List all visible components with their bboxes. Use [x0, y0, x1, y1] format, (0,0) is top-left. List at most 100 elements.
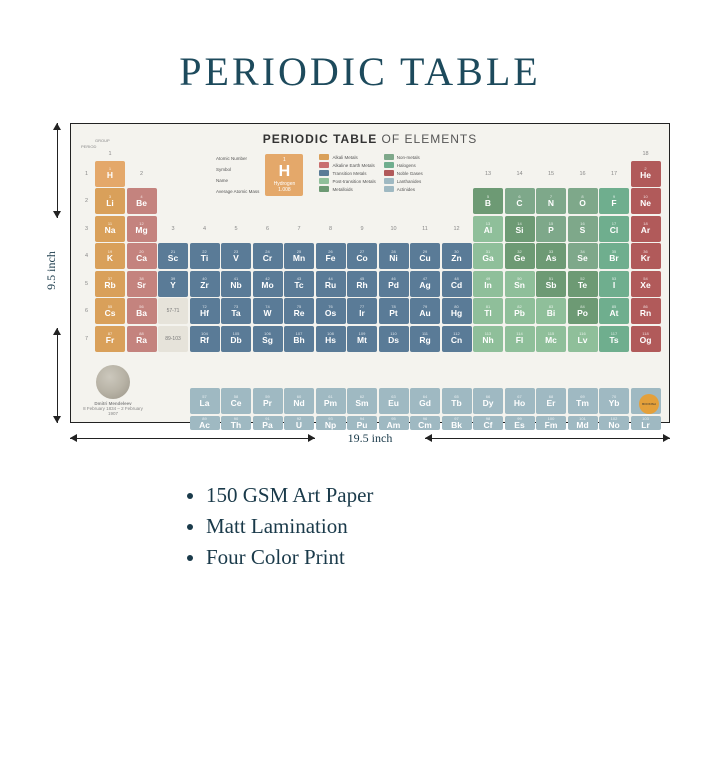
element-cell: 7N: [536, 188, 566, 214]
legend-category-label: Actinides: [397, 187, 415, 192]
element-cell: 94Pu: [347, 416, 377, 431]
element-cell: 52Te: [568, 271, 598, 297]
element-cell: 9F: [599, 188, 629, 214]
series-marker: 89-103: [158, 326, 188, 352]
element-cell: 64Gd: [410, 388, 440, 414]
element-cell: 6C: [505, 188, 535, 214]
element-cell: 111Rg: [410, 326, 440, 352]
series-marker: 57-71: [158, 298, 188, 324]
element-cell: 108Hs: [316, 326, 346, 352]
element-cell: 62Sm: [347, 388, 377, 414]
element-cell: 104Rf: [190, 326, 220, 352]
dimension-height-label: 9.5 inch: [44, 251, 59, 290]
legend-swatch: [319, 178, 329, 184]
group-axis-label: GROUP: [95, 138, 110, 143]
legend-swatch: [384, 170, 394, 176]
element-cell: 81Tl: [473, 298, 503, 324]
group-number: 1: [95, 149, 125, 159]
element-cell: 58Ce: [221, 388, 251, 414]
element-cell: 74W: [253, 298, 283, 324]
element-cell: 8O: [568, 188, 598, 214]
element-cell: 54Xe: [631, 271, 661, 297]
group-number: 15: [536, 161, 566, 187]
poster-title-bold: PERIODIC TABLE: [263, 132, 377, 146]
dimension-width-label: 19.5 inch: [70, 431, 670, 446]
group-number: 2: [127, 161, 157, 187]
legend-label: Atomic Number: [216, 156, 259, 161]
element-cell: 44Ru: [316, 271, 346, 297]
period-number: 2: [80, 188, 94, 214]
element-cell: 23V: [221, 243, 251, 269]
element-cell: 105Db: [221, 326, 251, 352]
element-cell: 82Pb: [505, 298, 535, 324]
element-cell: 70Yb: [599, 388, 629, 414]
legend-category: Post-transition Metals: [319, 178, 375, 184]
element-cell: 91Pa: [253, 416, 283, 431]
element-cell: 86Rn: [631, 298, 661, 324]
period-number: 1: [80, 161, 94, 187]
legend-label: Symbol: [216, 167, 259, 172]
element-cell: 116Lv: [568, 326, 598, 352]
element-cell: 22Ti: [190, 243, 220, 269]
legend-category-label: Halogens: [397, 163, 416, 168]
element-cell: 78Pt: [379, 298, 409, 324]
element-cell: 3Li: [95, 188, 125, 214]
portrait: Dmitri Mendeleev 8 February 1834 – 2 Feb…: [83, 365, 143, 416]
element-cell: 69Tm: [568, 388, 598, 414]
element-cell: 99Es: [505, 416, 535, 431]
element-cell: 101Md: [568, 416, 598, 431]
legend-category-label: Metalloids: [332, 187, 352, 192]
element-cell: 43Tc: [284, 271, 314, 297]
element-cell: 33As: [536, 243, 566, 269]
element-cell: 63Eu: [379, 388, 409, 414]
legend-category: Transition Metals: [319, 170, 375, 176]
group-number: 9: [347, 216, 377, 242]
element-cell: 66Dy: [473, 388, 503, 414]
element-cell: 73Ta: [221, 298, 251, 324]
element-cell: 102No: [599, 416, 629, 431]
period-axis-label: PERIOD: [81, 144, 96, 149]
legend-category: Lanthanides: [384, 178, 423, 184]
element-cell: 84Po: [568, 298, 598, 324]
element-cell: 48Cd: [442, 271, 472, 297]
legend-category: Actinides: [384, 186, 423, 192]
legend-swatch: [384, 154, 394, 160]
period-number: 7: [80, 326, 94, 352]
element-cell: 36Kr: [631, 243, 661, 269]
element-cell: 40Zr: [190, 271, 220, 297]
element-cell: 39Y: [158, 271, 188, 297]
features-list: 150 GSM Art PaperMatt LaminationFour Col…: [180, 483, 540, 570]
element-cell: 12Mg: [127, 216, 157, 242]
group-number: 18: [631, 149, 661, 159]
element-cell: 1H: [95, 161, 125, 187]
element-cell: 61Pm: [316, 388, 346, 414]
legend-sample: 1 H Hydrogen 1.008: [265, 154, 303, 196]
element-cell: 35Br: [599, 243, 629, 269]
element-cell: 68Er: [536, 388, 566, 414]
element-cell: 34Se: [568, 243, 598, 269]
element-cell: 51Sb: [536, 271, 566, 297]
element-cell: 87Fr: [95, 326, 125, 352]
element-cell: 25Mn: [284, 243, 314, 269]
element-cell: 28Ni: [379, 243, 409, 269]
element-cell: 117Ts: [599, 326, 629, 352]
group-number: 16: [568, 161, 598, 187]
legend-category: Non-metals: [384, 154, 423, 160]
element-cell: 83Bi: [536, 298, 566, 324]
element-cell: 15P: [536, 216, 566, 242]
legend-category-label: Transition Metals: [332, 171, 366, 176]
element-cell: 107Bh: [284, 326, 314, 352]
group-number: 6: [253, 216, 283, 242]
feature-item: Four Color Print: [206, 545, 540, 570]
element-cell: 32Ge: [505, 243, 535, 269]
legend-category-label: Alkaline Earth Metals: [332, 163, 374, 168]
element-cell: 19K: [95, 243, 125, 269]
period-number: 4: [80, 243, 94, 269]
group-number: 8: [316, 216, 346, 242]
element-cell: 88Ra: [127, 326, 157, 352]
element-cell: 72Hf: [190, 298, 220, 324]
element-cell: 100Fm: [536, 416, 566, 431]
element-cell: 90Th: [221, 416, 251, 431]
legend-swatch: [384, 162, 394, 168]
element-cell: 67Ho: [505, 388, 535, 414]
